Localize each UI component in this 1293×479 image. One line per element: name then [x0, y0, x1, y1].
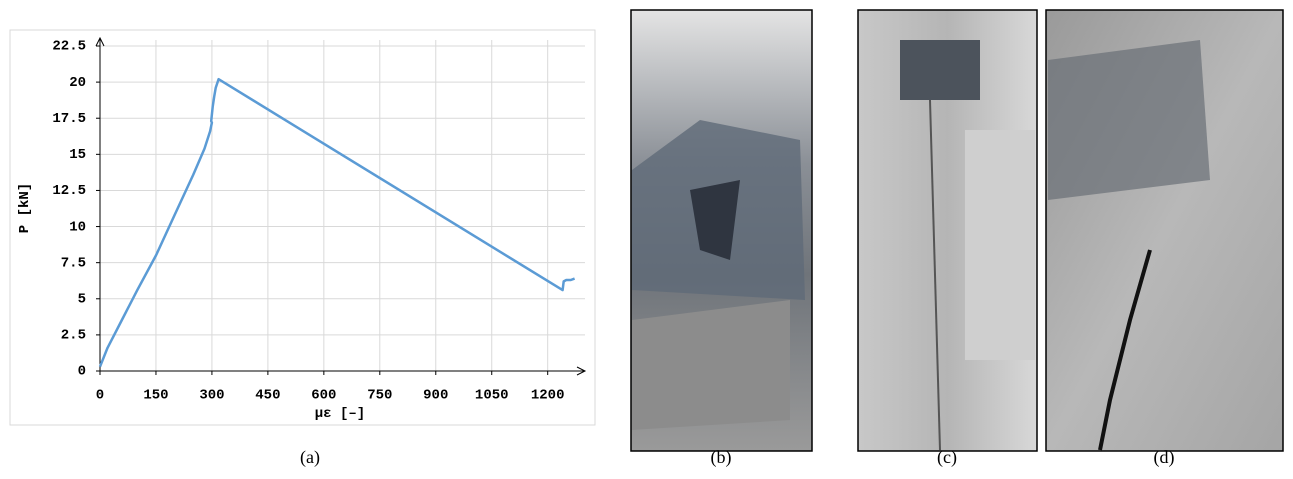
photo-d — [1045, 9, 1284, 452]
x-tick-label: 1050 — [475, 388, 509, 404]
y-tick-label: 17.5 — [52, 111, 86, 127]
x-tick-label: 750 — [367, 388, 392, 404]
y-tick-label: 5 — [78, 291, 86, 307]
panel-label: (c) — [937, 447, 957, 468]
chart-frame — [9, 29, 596, 426]
y-tick-label: 20 — [69, 75, 86, 91]
x-tick-label: 1200 — [531, 388, 565, 404]
panel-label: (b) — [711, 447, 732, 468]
x-tick-label: 450 — [255, 388, 280, 404]
panel-label: (d) — [1154, 447, 1175, 468]
x-tick-label: 600 — [311, 388, 336, 404]
x-tick-label: 300 — [199, 388, 224, 404]
y-axis — [95, 36, 105, 371]
panel-label: (a) — [300, 447, 320, 468]
y-tick-label: 0 — [78, 364, 86, 380]
x-axis — [100, 366, 587, 376]
y-axis-label: P [kN] — [17, 183, 33, 233]
x-tick-label: 0 — [96, 388, 104, 404]
x-axis-label: με [–] — [315, 406, 365, 422]
y-tick-label: 15 — [69, 147, 86, 163]
x-tick-label: 900 — [423, 388, 448, 404]
data-line — [98, 77, 576, 368]
plot-area: 0 2.5 5 7.5 10 12.5 15 17.5 20 22.5 0 150 300 450 600 7… — [52, 36, 587, 404]
x-tick-label: 150 — [143, 388, 168, 404]
y-tick-label: 7.5 — [61, 255, 86, 271]
y-tick-label: 12.5 — [52, 183, 86, 199]
y-tick-label: 22.5 — [52, 39, 86, 55]
y-tick-label: 2.5 — [61, 328, 86, 344]
photo-c — [857, 9, 1038, 452]
y-tick-label: 10 — [69, 219, 86, 235]
photo-b — [630, 9, 813, 452]
